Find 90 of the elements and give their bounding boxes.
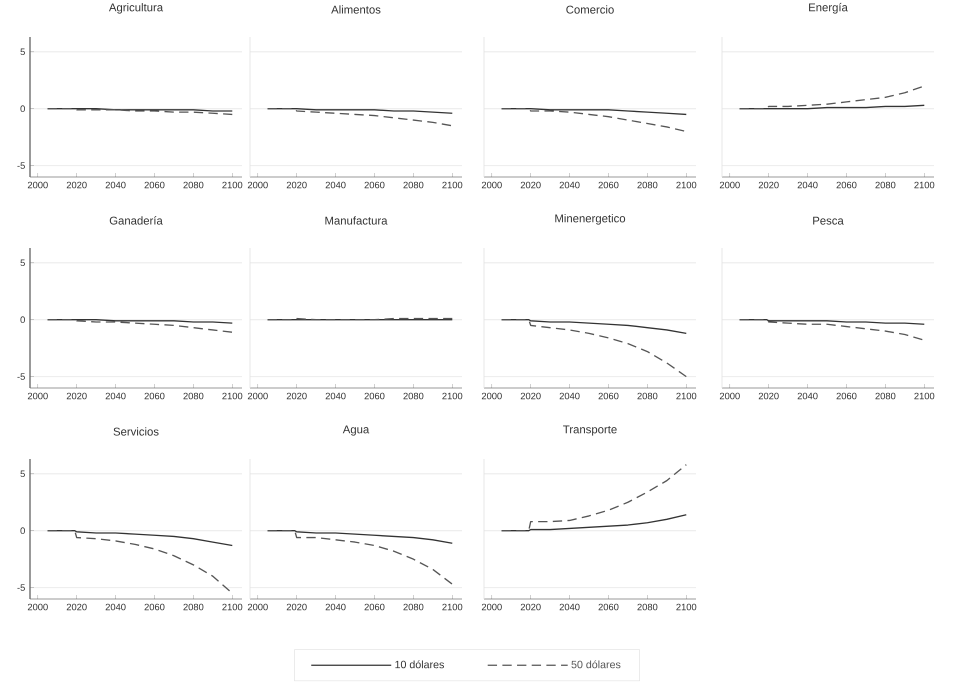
x-tick-label: 2000 — [720, 182, 740, 188]
x-tick-label: 2000 — [28, 182, 48, 188]
x-tick-label: 2080 — [183, 182, 204, 188]
x-tick-label: 2020 — [520, 392, 541, 400]
x-tick-label: 2000 — [482, 392, 502, 400]
x-tick-label: 2080 — [875, 392, 896, 400]
y-tick-label: -5 — [17, 162, 25, 169]
x-tick-label: 2060 — [598, 182, 618, 188]
x-tick-label: 2040 — [106, 182, 126, 188]
x-tick-label: 2060 — [598, 392, 618, 400]
x-tick-label: 2080 — [875, 182, 896, 188]
y-tick-label: -5 — [17, 373, 25, 380]
x-tick-label: 2020 — [286, 392, 307, 400]
y-tick-label: -5 — [17, 584, 25, 591]
x-tick-label: 2000 — [482, 182, 502, 188]
x-tick-label: 2100 — [676, 604, 696, 610]
chart-title: Transporte — [563, 425, 617, 436]
y-tick-label: 0 — [20, 105, 25, 112]
y-tick-label: 0 — [20, 316, 25, 324]
x-tick-label: 2000 — [720, 392, 740, 400]
chart-title: Manufactura — [325, 216, 388, 225]
x-tick-label: 2080 — [183, 604, 204, 610]
chart-title: Alimentos — [331, 5, 380, 14]
x-tick-label: 2020 — [66, 182, 87, 188]
x-tick-label: 2040 — [326, 392, 346, 400]
chart-title: Pesca — [813, 216, 844, 225]
x-tick-label: 2060 — [836, 392, 856, 400]
chart-title: Energía — [809, 2, 848, 14]
x-tick-label: 2060 — [364, 604, 384, 610]
chart-title: Servicios — [114, 427, 159, 436]
x-tick-label: 2080 — [637, 604, 658, 610]
chart-title: Agua — [342, 425, 370, 436]
chart-title: Comercio — [566, 5, 614, 14]
x-tick-label: 2080 — [403, 604, 424, 610]
x-tick-label: 2060 — [364, 182, 384, 188]
x-tick-label: 2080 — [403, 182, 424, 188]
x-tick-label: 2040 — [326, 604, 346, 610]
x-tick-label: 2060 — [364, 392, 384, 400]
x-tick-label: 2020 — [520, 182, 541, 188]
x-tick-label: 2040 — [560, 182, 580, 188]
x-tick-label: 2060 — [144, 182, 164, 188]
x-tick-label: 2020 — [758, 182, 779, 188]
line-series — [46, 530, 233, 594]
x-tick-label: 2000 — [248, 604, 268, 610]
y-tick-label: 5 — [20, 470, 25, 478]
chart-title: Ganadería — [110, 216, 163, 225]
x-tick-label: 2040 — [106, 604, 126, 610]
x-tick-label: 2060 — [144, 392, 164, 400]
text: 10 dólares — [395, 660, 444, 668]
y-tick-label: 5 — [20, 48, 25, 56]
x-tick-label: 2100 — [914, 182, 934, 188]
x-tick-label: 2040 — [560, 604, 580, 610]
x-tick-label: 2100 — [676, 392, 696, 400]
x-tick-label: 2040 — [798, 392, 818, 400]
x-tick-label: 2100 — [222, 604, 242, 610]
x-tick-label: 2040 — [798, 182, 818, 188]
x-tick-label: 2020 — [520, 604, 541, 610]
x-tick-label: 2000 — [248, 392, 268, 400]
y-tick-label: 5 — [20, 260, 25, 266]
text: 50 dólares — [571, 660, 620, 668]
x-tick-label: 2020 — [66, 604, 87, 610]
chart-title: Minenergetico — [555, 214, 626, 225]
x-tick-label: 2060 — [836, 182, 856, 188]
x-tick-label: 2100 — [222, 182, 242, 188]
x-tick-label: 2020 — [66, 392, 87, 400]
x-tick-label: 2080 — [637, 182, 658, 188]
line-series — [46, 319, 233, 333]
x-tick-label: 2080 — [637, 392, 658, 400]
x-tick-label: 2040 — [326, 182, 346, 188]
x-tick-label: 2100 — [442, 392, 462, 400]
x-tick-label: 2020 — [286, 604, 307, 610]
x-tick-label: 2100 — [442, 604, 462, 610]
x-tick-label: 2040 — [106, 392, 126, 400]
x-tick-label: 2040 — [560, 392, 580, 400]
chart-title: Agricultura — [108, 3, 164, 14]
x-tick-label: 2000 — [28, 392, 48, 400]
x-tick-label: 2100 — [442, 182, 462, 188]
x-tick-label: 2100 — [222, 392, 242, 400]
x-tick-label: 2080 — [403, 392, 424, 400]
x-tick-label: 2000 — [248, 182, 268, 188]
x-tick-label: 2080 — [183, 392, 204, 400]
x-tick-label: 2060 — [144, 604, 164, 610]
x-tick-label: 2100 — [676, 182, 696, 188]
x-tick-label: 2000 — [482, 604, 502, 610]
x-tick-label: 2000 — [28, 604, 48, 610]
x-tick-label: 2100 — [914, 392, 934, 400]
x-tick-label: 2020 — [286, 182, 307, 188]
y-tick-label: 0 — [20, 527, 25, 534]
x-tick-label: 2060 — [598, 604, 618, 610]
x-tick-label: 2020 — [758, 392, 779, 400]
